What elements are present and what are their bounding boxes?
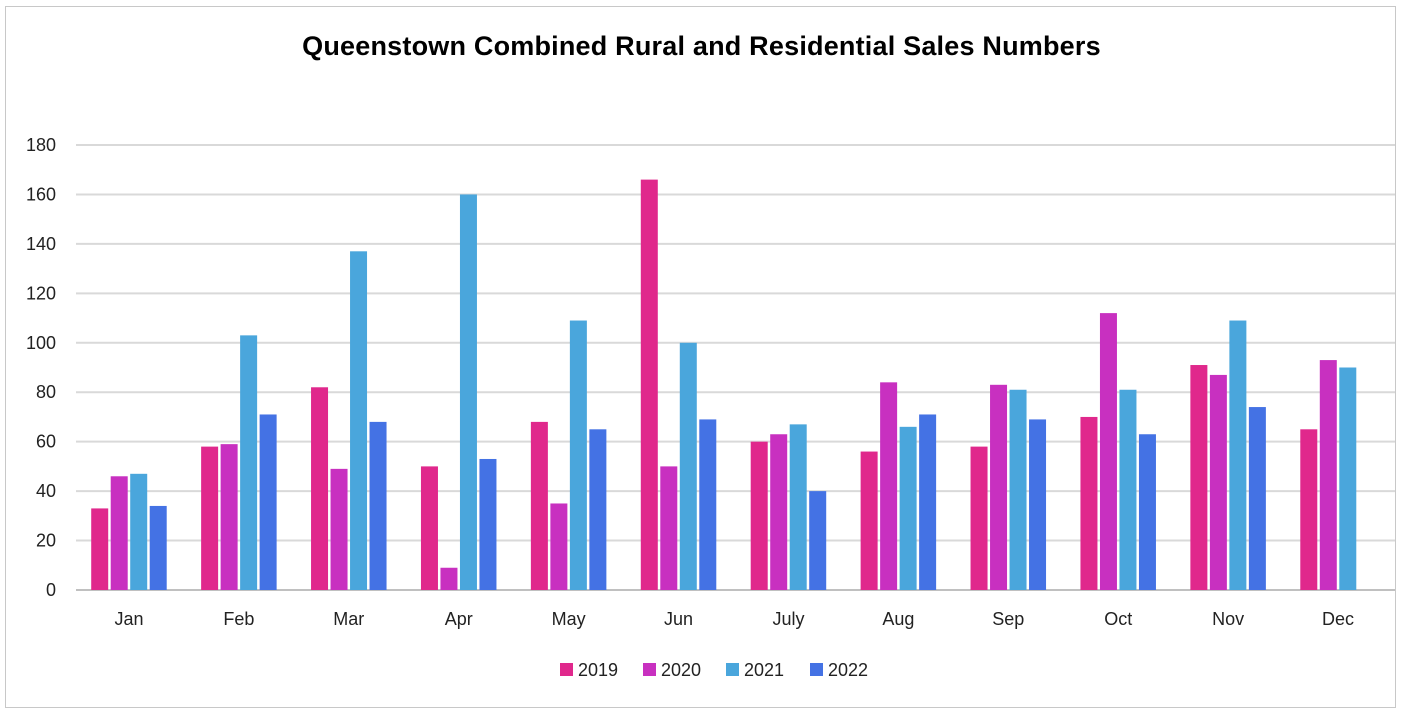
y-tick-label: 100 (26, 333, 56, 353)
bar-2020-July (770, 434, 788, 590)
bar-2019-July (750, 441, 768, 590)
bar-2021-Dec (1339, 367, 1357, 590)
bar-2020-May (550, 503, 568, 590)
bar-2022-Mar (369, 421, 387, 590)
bar-2019-Jan (91, 508, 109, 590)
bar-2022-Oct (1138, 434, 1156, 590)
bar-2020-Nov (1209, 374, 1227, 590)
bar-2019-Sep (970, 446, 988, 590)
bar-2019-Aug (860, 451, 878, 590)
bar-2021-Oct (1119, 389, 1137, 590)
x-tick-label: Apr (445, 609, 473, 629)
y-tick-label: 160 (26, 184, 56, 204)
x-tick-label: Nov (1212, 609, 1244, 629)
bar-2022-Feb (259, 414, 277, 590)
bar-2021-Jun (679, 342, 697, 590)
legend-swatch-2020 (643, 663, 656, 676)
bar-2020-Dec (1319, 360, 1337, 590)
x-tick-label: Oct (1104, 609, 1132, 629)
x-tick-label: Jan (114, 609, 143, 629)
y-tick-label: 120 (26, 283, 56, 303)
bar-2021-Jan (130, 473, 148, 590)
bar-2020-Apr (440, 567, 458, 590)
bar-2021-Nov (1229, 320, 1247, 590)
legend-label-2019: 2019 (578, 660, 618, 680)
y-tick-label: 0 (46, 580, 56, 600)
bar-2021-Apr (459, 194, 477, 590)
bar-2020-Oct (1099, 313, 1117, 590)
x-tick-label: Mar (333, 609, 364, 629)
bar-2019-May (530, 421, 548, 590)
x-tick-label: Sep (992, 609, 1024, 629)
x-tick-label: May (552, 609, 586, 629)
bar-2020-Aug (880, 382, 898, 590)
bar-2021-July (789, 424, 807, 590)
legend-label-2022: 2022 (828, 660, 868, 680)
y-tick-label: 140 (26, 234, 56, 254)
y-tick-label: 80 (36, 382, 56, 402)
bar-2019-Feb (201, 446, 219, 590)
bar-2022-Jan (149, 505, 167, 590)
x-tick-label: July (772, 609, 804, 629)
bar-2019-Oct (1080, 416, 1098, 590)
legend-swatch-2021 (726, 663, 739, 676)
y-tick-label: 20 (36, 531, 56, 551)
legend-swatch-2019 (560, 663, 573, 676)
y-tick-label: 60 (36, 432, 56, 452)
bar-2021-May (569, 320, 587, 590)
legend-swatch-2022 (810, 663, 823, 676)
x-axis-ticks: Jan Feb Mar Apr May Jun July Aug Sep Oct Nov Dec (114, 609, 1354, 629)
x-tick-label: Feb (223, 609, 254, 629)
bar-2022-May (589, 429, 607, 590)
bar-2019-Jun (640, 179, 658, 590)
bar-2022-Apr (479, 458, 497, 590)
bar-2019-Dec (1300, 429, 1318, 590)
x-tick-label: Aug (882, 609, 914, 629)
bar-2021-Aug (899, 426, 917, 590)
bar-2022-July (809, 491, 827, 590)
bar-2022-Sep (1029, 419, 1047, 590)
legend: 2019 2020 2021 2022 (560, 660, 868, 680)
bar-2022-Aug (919, 414, 937, 590)
y-tick-label: 180 (26, 135, 56, 155)
bar-2021-Feb (240, 335, 258, 590)
x-tick-label: Dec (1322, 609, 1354, 629)
bar-2021-Sep (1009, 389, 1027, 590)
legend-label-2020: 2020 (661, 660, 701, 680)
bar-2019-Apr (420, 466, 438, 590)
bar-2020-Sep (990, 384, 1008, 590)
bar-2020-Jun (660, 466, 678, 590)
chart-title: Queenstown Combined Rural and Residentia… (302, 31, 1101, 61)
bar-2019-Mar (311, 387, 329, 590)
legend-label-2021: 2021 (744, 660, 784, 680)
bar-2022-Jun (699, 419, 717, 590)
bars (91, 179, 1357, 591)
bar-2020-Jan (110, 476, 128, 590)
bar-2019-Nov (1190, 365, 1208, 590)
bar-2020-Feb (220, 444, 238, 590)
y-axis-ticks: 0 20 40 60 80 100 120 140 160 180 (26, 135, 56, 600)
y-tick-label: 40 (36, 481, 56, 501)
bar-2020-Mar (330, 468, 348, 590)
bar-2021-Mar (350, 251, 368, 591)
x-tick-label: Jun (664, 609, 693, 629)
bar-2022-Nov (1248, 407, 1266, 590)
gridlines (76, 144, 1395, 591)
